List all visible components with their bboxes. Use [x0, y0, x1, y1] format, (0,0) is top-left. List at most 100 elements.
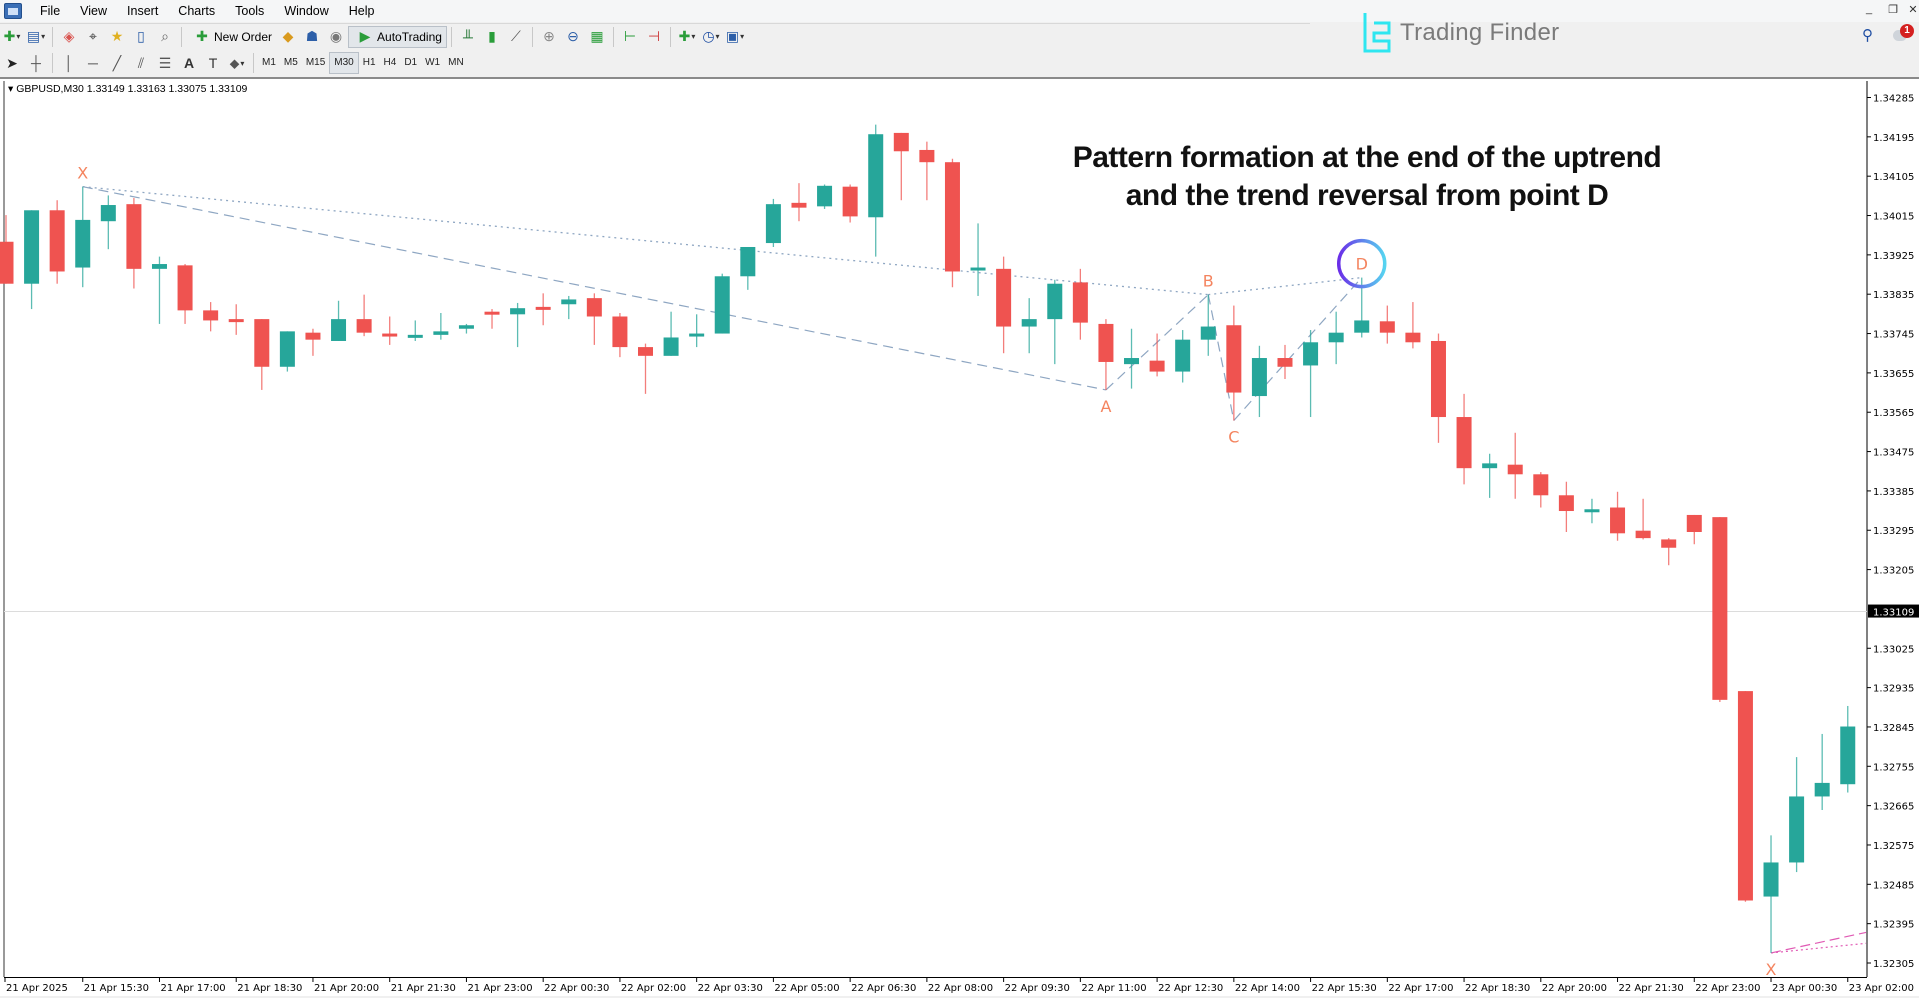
- crosshair-icon[interactable]: ┼: [31, 55, 41, 71]
- autotrading-button[interactable]: ▶ AutoTrading: [348, 25, 447, 48]
- text-label-icon[interactable]: T: [208, 55, 218, 71]
- data-window-icon[interactable]: ⌖: [89, 28, 97, 44]
- bull-candle: [663, 311, 679, 356]
- chart-shift-icon[interactable]: ⊢: [623, 28, 637, 44]
- bull-candle: [740, 246, 756, 290]
- timeframe-m30[interactable]: M30: [329, 52, 359, 74]
- menu-window[interactable]: Window: [284, 4, 329, 18]
- strategy-tester-icon[interactable]: ⌕: [161, 28, 169, 44]
- toolbar-divider: [253, 53, 254, 73]
- next-pattern-dotted-line: [1770, 942, 1867, 954]
- bar-chart-icon[interactable]: ╨: [462, 28, 473, 45]
- candle-body: [49, 210, 65, 272]
- vertical-line-icon[interactable]: │: [64, 55, 74, 71]
- metaeditor-icon[interactable]: ◆: [282, 28, 294, 44]
- price-tick-label: 1.32575: [1873, 841, 1914, 852]
- indicators-icon[interactable]: ✚: [676, 26, 698, 48]
- price-tick-label: 1.33385: [1873, 487, 1914, 498]
- zoom-in-icon[interactable]: ⊕: [543, 28, 555, 44]
- zoom-out-icon[interactable]: ⊖: [567, 28, 579, 44]
- drawing-toolbar: ➤ ┼ │ ─ ╱ ⫽ ☰ A T ⬥ M1 M5 M15 M30 H1 H4 …: [0, 50, 1310, 76]
- candle-body: [1354, 320, 1370, 333]
- fibonacci-icon[interactable]: ☰: [158, 54, 172, 71]
- bull-candle: [510, 302, 526, 348]
- new-chart-icon[interactable]: ✚: [1, 26, 23, 48]
- bear-candle: [1456, 393, 1472, 485]
- candle-body: [151, 264, 167, 269]
- price-tick-label: 1.34015: [1873, 212, 1914, 223]
- candle-body: [893, 132, 909, 152]
- candle-body: [305, 332, 321, 340]
- menu-file[interactable]: File: [40, 4, 61, 18]
- timeframe-mn[interactable]: MN: [448, 57, 464, 68]
- menu-insert[interactable]: Insert: [127, 4, 159, 18]
- menu-tools[interactable]: Tools: [235, 4, 265, 18]
- line-chart-icon[interactable]: ⟋: [511, 28, 521, 44]
- market-watch-icon[interactable]: ◈: [63, 28, 75, 44]
- candle-body: [1686, 514, 1702, 532]
- time-tick-label: 22 Apr 20:00: [1542, 983, 1607, 994]
- candle-body: [586, 298, 602, 317]
- bear-candle: [1610, 491, 1626, 541]
- profiles-icon[interactable]: ▤: [25, 26, 47, 48]
- time-tick-label: 22 Apr 05:00: [774, 983, 839, 994]
- time-tick-label: 21 Apr 21:30: [391, 983, 456, 994]
- trendline-icon[interactable]: ╱: [112, 54, 122, 71]
- market-icon[interactable]: ◉: [329, 28, 343, 44]
- bull-candle: [1124, 328, 1140, 389]
- time-tick-label: 21 Apr 15:30: [84, 983, 149, 994]
- timeframe-d1[interactable]: D1: [404, 57, 418, 68]
- toolbar-divider: [450, 26, 452, 47]
- close-button[interactable]: ✕: [1908, 4, 1918, 16]
- timeframe-h1[interactable]: H1: [362, 57, 376, 68]
- timeframe-m5[interactable]: M5: [283, 57, 298, 68]
- notifications-button[interactable]: 1: [1893, 24, 1915, 44]
- timeframe-h4[interactable]: H4: [383, 57, 397, 68]
- xa-leg: [82, 186, 1107, 391]
- bear-candle: [305, 328, 321, 356]
- candle-body: [1763, 862, 1779, 897]
- tile-windows-icon[interactable]: ▦: [590, 28, 604, 44]
- timeframe-m1[interactable]: M1: [262, 57, 276, 68]
- menu-help[interactable]: Help: [348, 4, 375, 18]
- periods-clock-icon[interactable]: ◷: [700, 26, 722, 48]
- horizontal-line-icon[interactable]: ─: [88, 55, 98, 71]
- restore-button[interactable]: ❐: [1888, 4, 1898, 16]
- bull-candle: [1789, 757, 1805, 873]
- candlestick-chart-icon[interactable]: ▮: [488, 28, 496, 44]
- menu-charts[interactable]: Charts: [178, 4, 216, 18]
- timeframe-w1[interactable]: W1: [425, 57, 441, 68]
- price-tick-label: 1.33655: [1873, 369, 1914, 380]
- cursor-icon[interactable]: ➤: [6, 54, 18, 71]
- bear-candle: [1072, 268, 1088, 340]
- equidistant-channel-icon[interactable]: ⫽: [137, 54, 145, 71]
- candle-body: [458, 325, 474, 329]
- templates-icon[interactable]: ▣: [724, 26, 746, 48]
- menu-view[interactable]: View: [80, 4, 108, 18]
- price-tick-label: 1.32665: [1873, 802, 1914, 813]
- minimize-button[interactable]: _: [1865, 3, 1873, 15]
- bid-price-box: [1868, 604, 1919, 618]
- autoscroll-icon[interactable]: ⊣: [647, 28, 661, 44]
- price-tick-label: 1.32755: [1873, 762, 1914, 773]
- bear-candle: [919, 141, 935, 201]
- signals-icon[interactable]: ☗: [305, 28, 319, 44]
- harmonic-pattern: [82, 186, 1867, 954]
- navigator-icon[interactable]: ★: [110, 28, 124, 44]
- menu-bar: File View Insert Charts Tools Window Hel…: [0, 0, 1919, 22]
- pattern-point-a: A: [1100, 397, 1111, 416]
- search-icon[interactable]: ⚲: [1862, 27, 1873, 44]
- candle-body: [1251, 358, 1267, 397]
- bull-candle: [765, 198, 781, 247]
- text-icon[interactable]: A: [183, 55, 195, 71]
- bid-price-label: 1.33109: [1873, 608, 1914, 619]
- timeframe-m15[interactable]: M15: [305, 57, 326, 68]
- price-tick-label: 1.32935: [1873, 684, 1914, 695]
- arrows-icon[interactable]: ⬥: [226, 52, 248, 74]
- time-tick-label: 21 Apr 17:00: [160, 983, 225, 994]
- terminal-icon[interactable]: ▯: [137, 28, 145, 44]
- bear-candle: [1686, 514, 1702, 545]
- new-order-button[interactable]: ✚ New Order: [186, 26, 276, 48]
